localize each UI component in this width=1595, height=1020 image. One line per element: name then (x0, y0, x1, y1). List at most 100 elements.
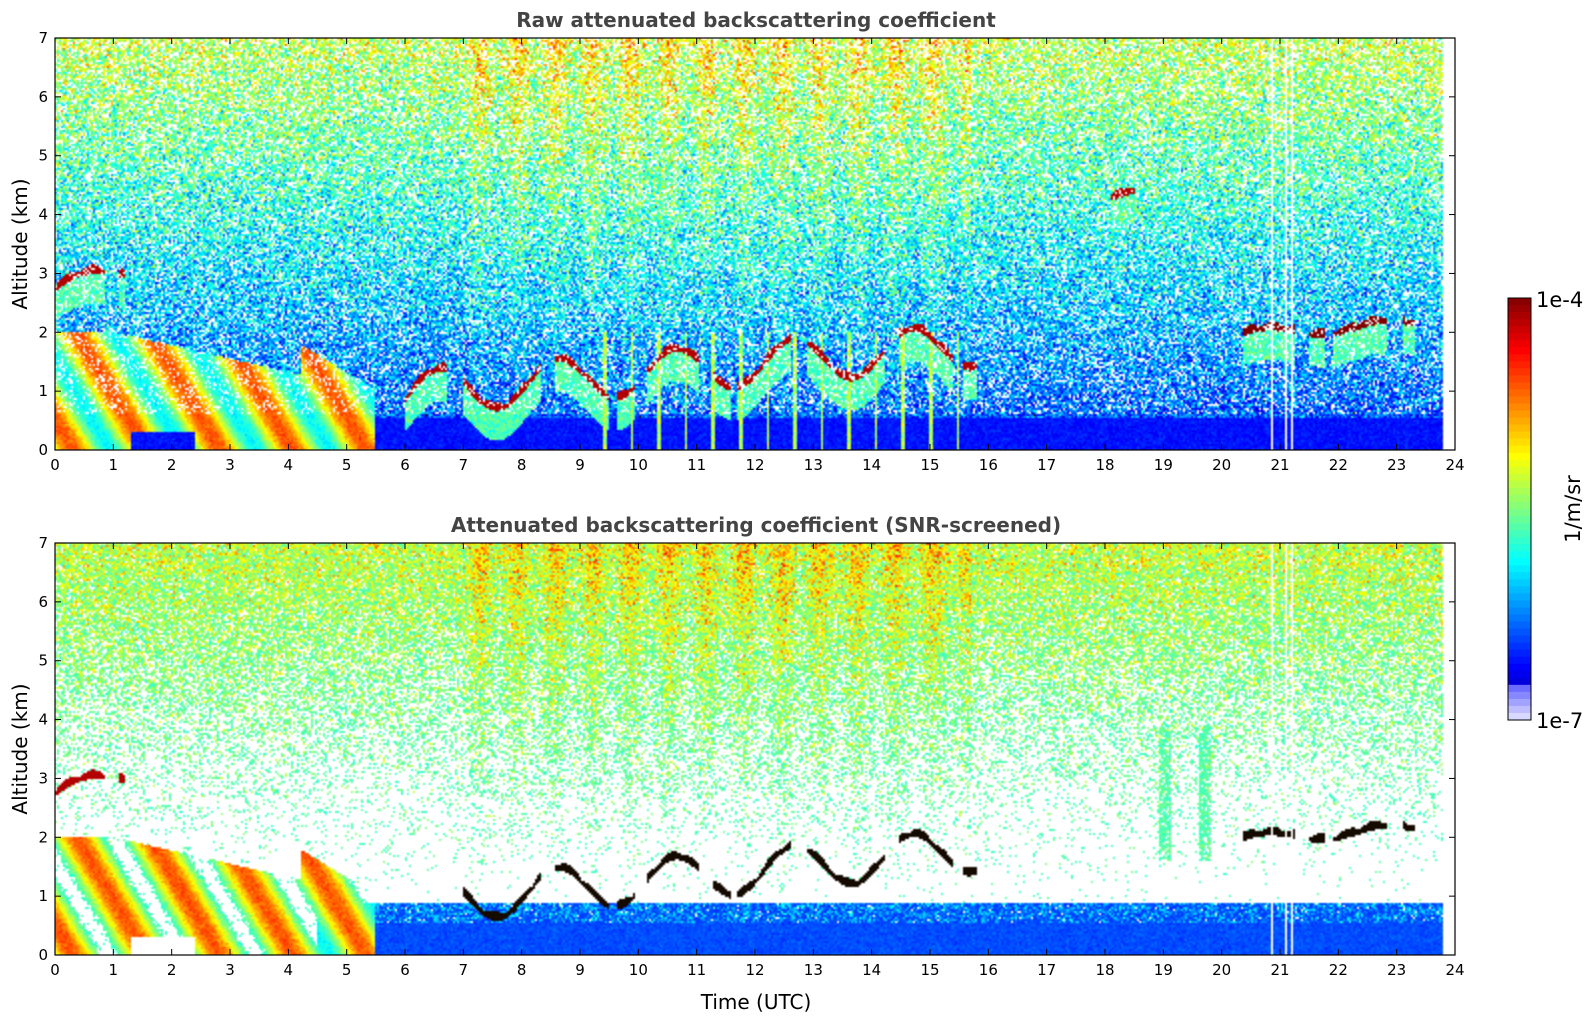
raw-panel-title: Raw attenuated backscattering coefficien… (516, 8, 996, 32)
raw-backscatter-heatmap (55, 38, 1455, 450)
x-tick-label: 3 (225, 456, 235, 474)
x-tick-label: 6 (400, 961, 410, 979)
colorbar-gradient (1508, 298, 1531, 721)
x-tick-label: 9 (575, 961, 585, 979)
colorbar-swatch (1508, 340, 1531, 348)
y-tick-label: 3 (38, 769, 48, 787)
x-tick-label: 23 (1387, 961, 1406, 979)
y-tick-label: 3 (38, 264, 48, 282)
colorbar-unit-label: 1/m/sr (1561, 475, 1585, 543)
colorbar-swatch (1508, 403, 1531, 412)
x-tick-label: 23 (1387, 456, 1406, 474)
colorbar-swatch (1508, 565, 1531, 573)
colorbar-swatch (1508, 382, 1531, 391)
colorbar-swatch (1508, 396, 1531, 405)
x-tick-label: 10 (629, 961, 648, 979)
colorbar-swatch (1508, 705, 1531, 714)
x-tick-label: 14 (862, 456, 881, 474)
x-tick-label: 20 (1212, 961, 1231, 979)
y-tick-label: 4 (38, 206, 48, 224)
x-tick-label: 9 (575, 456, 585, 474)
x-tick-label: 21 (1270, 961, 1289, 979)
colorbar-swatch (1508, 551, 1531, 559)
x-tick-label: 17 (1037, 456, 1056, 474)
colorbar-swatch (1508, 487, 1531, 496)
y-tick-label: 0 (38, 946, 48, 964)
colorbar-swatch (1508, 459, 1531, 468)
x-tick-label: 20 (1212, 456, 1231, 474)
colorbar-swatch (1508, 354, 1531, 362)
y-tick-label: 7 (38, 29, 48, 47)
x-tick-label: 19 (1154, 961, 1173, 979)
colorbar-swatch (1508, 579, 1531, 587)
screened-y-axis: 0 1 2 3 4 5 6 7 (38, 534, 1455, 964)
colorbar-swatch (1508, 333, 1531, 341)
x-tick-label: 13 (804, 961, 823, 979)
x-tick-label: 21 (1270, 456, 1289, 474)
colorbar-swatch (1508, 607, 1531, 616)
colorbar-swatch (1508, 656, 1531, 665)
colorbar-swatch (1508, 305, 1531, 313)
colorbar-swatch (1508, 544, 1531, 552)
time-axis-label: Time (UTC) (700, 990, 812, 1014)
colorbar-swatch (1508, 480, 1531, 489)
x-tick-label: 18 (1095, 456, 1114, 474)
colorbar-swatch (1508, 326, 1531, 334)
x-tick-label: 4 (284, 961, 294, 979)
raw-backscatter-panel: Raw attenuated backscattering coefficien… (8, 8, 1465, 474)
y-tick-label: 6 (38, 88, 48, 106)
x-tick-label: 16 (979, 456, 998, 474)
colorbar-min-label: 1e-7 (1536, 709, 1583, 733)
x-tick-label: 0 (50, 456, 60, 474)
x-tick-label: 24 (1445, 961, 1464, 979)
y-tick-label: 1 (38, 382, 48, 400)
colorbar-swatch (1508, 319, 1531, 327)
x-tick-label: 11 (687, 961, 706, 979)
x-tick-label: 22 (1329, 456, 1348, 474)
x-tick-label: 4 (284, 456, 294, 474)
x-tick-label: 8 (517, 456, 527, 474)
y-tick-label: 2 (38, 323, 48, 341)
x-tick-label: 1 (109, 456, 119, 474)
colorbar-swatch (1508, 389, 1531, 398)
colorbar-swatch (1508, 628, 1531, 637)
screened-backscatter-heatmap (55, 543, 1455, 955)
x-tick-label: 7 (459, 456, 469, 474)
colorbar-swatch (1508, 621, 1531, 630)
colorbar-swatch (1508, 417, 1531, 426)
colorbar-frame (1507, 297, 1532, 721)
colorbar-swatch (1508, 537, 1531, 545)
x-tick-label: 11 (687, 456, 706, 474)
y-tick-label: 6 (38, 593, 48, 611)
x-tick-label: 15 (920, 456, 939, 474)
colorbar-swatch (1508, 473, 1531, 482)
y-tick-label: 5 (38, 652, 48, 670)
colorbar-swatch (1508, 509, 1531, 517)
colorbar-swatch (1508, 691, 1531, 700)
colorbar-swatch (1508, 600, 1531, 609)
colorbar-swatch (1508, 593, 1531, 602)
colorbar-swatch (1508, 466, 1531, 475)
x-tick-label: 13 (804, 456, 823, 474)
y-tick-label: 2 (38, 828, 48, 846)
colorbar-swatch (1508, 516, 1531, 524)
x-tick-label: 18 (1095, 961, 1114, 979)
colorbar-swatch (1508, 361, 1531, 369)
colorbar-swatch (1508, 494, 1531, 503)
x-tick-label: 14 (862, 961, 881, 979)
colorbar-swatch (1508, 445, 1531, 454)
x-tick-label: 19 (1154, 456, 1173, 474)
raw-x-axis: 0 1 2 3 4 5 6 7 8 9 10 11 12 13 14 15 16 17 18 19 20 21 22 23 24 (50, 38, 1465, 474)
x-tick-label: 8 (517, 961, 527, 979)
colorbar-swatch (1508, 635, 1531, 644)
x-tick-label: 7 (459, 961, 469, 979)
colorbar-swatch (1508, 523, 1531, 531)
colorbar-swatch (1508, 298, 1531, 306)
x-tick-label: 5 (342, 961, 352, 979)
colorbar-swatch (1508, 586, 1531, 594)
x-tick-label: 22 (1329, 961, 1348, 979)
screened-x-axis: 0 1 2 3 4 5 6 7 8 9 10 11 12 13 14 15 16 17 18 19 20 21 22 23 24 (50, 543, 1465, 979)
colorbar-swatch (1508, 424, 1531, 433)
x-tick-label: 2 (167, 456, 177, 474)
